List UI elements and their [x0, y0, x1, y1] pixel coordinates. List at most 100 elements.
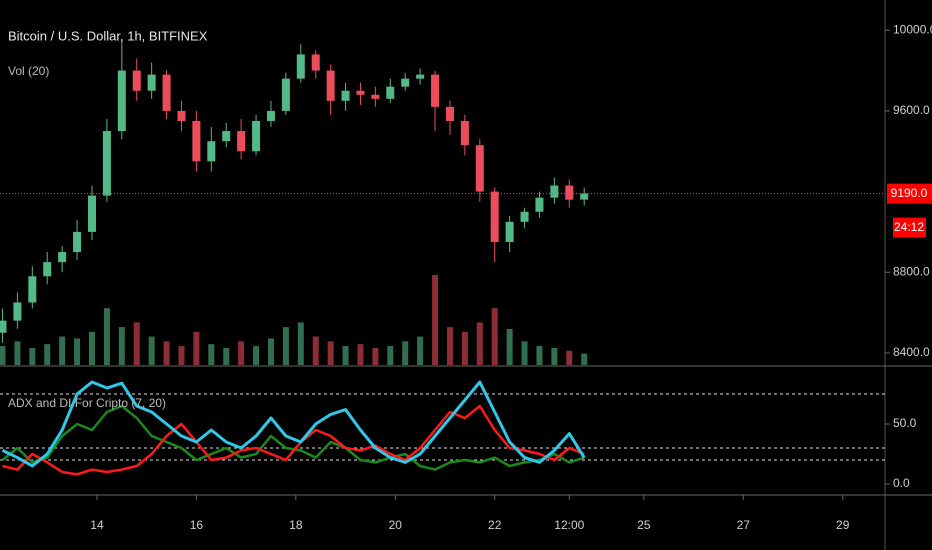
- candle-body: [580, 193, 589, 200]
- candle-body: [535, 197, 544, 212]
- candle-body: [401, 78, 410, 87]
- indicator-line: [2, 404, 585, 476]
- candle-body: [102, 131, 111, 196]
- volume-bar: [103, 308, 110, 365]
- candle-body: [520, 211, 529, 222]
- volume-bar: [253, 346, 260, 365]
- volume-bar: [342, 346, 349, 365]
- x-tick-label: 29: [836, 518, 850, 532]
- candle-body: [132, 70, 141, 91]
- candle-body: [431, 74, 440, 107]
- volume-bar: [387, 346, 394, 365]
- volume-bar: [566, 350, 573, 365]
- volume-bar: [163, 341, 170, 365]
- volume-bar: [432, 275, 439, 365]
- candle-body: [117, 70, 126, 132]
- candle-body: [326, 70, 335, 101]
- y-tick-label: 10000.0: [893, 22, 932, 36]
- volume-bar: [372, 347, 379, 365]
- volume-bar: [491, 308, 498, 365]
- x-tick-label: 20: [389, 518, 403, 532]
- candle-body: [207, 141, 216, 162]
- candle-body: [28, 276, 37, 303]
- volume-bar: [238, 341, 245, 365]
- candle-body: [386, 86, 395, 99]
- volume-bar: [74, 338, 81, 365]
- x-tick-label: 16: [190, 518, 204, 532]
- volume-bar: [14, 341, 21, 365]
- candle-body: [565, 185, 574, 200]
- volume-bar: [148, 336, 155, 365]
- volume-bar: [476, 322, 483, 365]
- volume-bar: [506, 329, 513, 365]
- volume-bar: [297, 322, 304, 365]
- candle-body: [460, 120, 469, 146]
- x-tick-label: 14: [90, 518, 104, 532]
- volume-bar: [0, 346, 6, 365]
- volume-bar: [223, 347, 230, 365]
- volume-bar: [178, 346, 185, 365]
- volume-bar: [29, 347, 36, 365]
- candle-body: [13, 302, 22, 321]
- candle-body: [58, 252, 67, 263]
- candle-body: [281, 78, 290, 111]
- volume-bar: [88, 331, 95, 365]
- candle-body: [341, 90, 350, 101]
- candle-body: [550, 185, 559, 198]
- volume-bar: [312, 336, 319, 365]
- candle-body: [266, 110, 275, 121]
- volume-bar: [133, 322, 140, 365]
- marks: 14 16 18 20 22 12:00 25 27 29 8400.0 8800.0 9600.0 1…: [0, 22, 932, 532]
- last-price-box: [887, 183, 932, 204]
- x-tick-label: 22: [488, 518, 502, 532]
- volume-bar: [193, 331, 200, 365]
- volume-bar: [536, 346, 543, 365]
- candle-body: [73, 231, 82, 253]
- candle-body: [505, 221, 514, 242]
- volume-bar: [44, 344, 51, 365]
- volume-bar: [282, 327, 289, 365]
- volume-title: Vol (20): [8, 64, 49, 78]
- candle-body: [162, 74, 171, 111]
- x-tick-label: 18: [289, 518, 303, 532]
- last-price-label: 9190.0: [891, 186, 928, 200]
- candle-body: [43, 262, 52, 277]
- x-tick-label: 12:00: [554, 518, 584, 532]
- volume-bar: [59, 336, 66, 365]
- volume-bar: [551, 347, 558, 365]
- indicator-line: [1, 380, 586, 468]
- candle-body: [222, 131, 231, 142]
- candle-body: [311, 54, 320, 71]
- volume-bar: [581, 353, 588, 365]
- chart-title: Bitcoin / U.S. Dollar, 1h, BITFINEX: [8, 28, 208, 43]
- candle-body: [87, 195, 96, 232]
- indicator-title: ADX and DI For Cripto (7, 20): [8, 396, 166, 410]
- y-tick-label: 8800.0: [893, 264, 930, 278]
- volume-bar: [461, 331, 468, 365]
- volume-bar: [417, 336, 424, 365]
- volume-bar: [118, 327, 125, 365]
- candle-body: [371, 94, 380, 99]
- y-tick-label: 9600.0: [893, 103, 930, 117]
- volume-bar: [446, 327, 453, 365]
- y-tick-label: 50.0: [893, 416, 917, 430]
- y-tick-label: 0.0: [893, 476, 910, 490]
- candle-body: [296, 54, 305, 79]
- countdown-box: [893, 217, 926, 238]
- candle-body: [475, 145, 484, 192]
- volume-bar: [267, 338, 274, 365]
- volume-bar: [357, 344, 364, 365]
- countdown-label: 24:12: [894, 220, 924, 234]
- candle-body: [147, 74, 156, 91]
- volume-bar: [402, 341, 409, 365]
- x-tick-label: 27: [737, 518, 751, 532]
- candle-body: [416, 74, 425, 79]
- candle-body: [445, 106, 454, 121]
- candle-body: [192, 120, 201, 162]
- candle-body: [490, 191, 499, 242]
- candle-body: [0, 320, 7, 333]
- y-tick-label: 8400.0: [893, 345, 930, 359]
- candle-body: [237, 131, 246, 152]
